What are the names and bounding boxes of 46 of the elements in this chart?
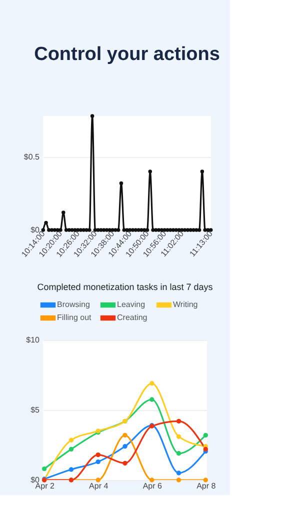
x-tick-label: Apr 4 xyxy=(89,482,109,490)
point xyxy=(203,432,208,438)
chart-title: Control your actions xyxy=(34,44,220,66)
point xyxy=(148,170,152,174)
point xyxy=(42,466,47,472)
point xyxy=(150,478,154,482)
legend-label: Writing xyxy=(173,300,198,309)
y-tick-label: $5 xyxy=(30,406,40,414)
point xyxy=(182,228,187,232)
legend-label: Filling out xyxy=(57,313,92,322)
chart-title: Completed monetization tasks in last 7 days xyxy=(37,282,214,292)
point xyxy=(62,210,66,214)
point xyxy=(150,381,154,386)
line-series xyxy=(41,114,213,232)
point xyxy=(68,446,74,452)
x-tick-label: Apr 2 xyxy=(35,482,55,490)
point xyxy=(122,460,128,466)
point xyxy=(203,478,208,482)
point xyxy=(186,228,190,232)
y-tick-label: $0 xyxy=(30,476,40,484)
point xyxy=(96,452,100,458)
x-tick-label: Apr 8 xyxy=(196,482,216,490)
y-tick-label: $0 xyxy=(30,226,40,234)
point xyxy=(176,418,182,424)
y-tick-label: $0.5 xyxy=(24,152,40,162)
x-tick-label: Apr 6 xyxy=(142,482,162,490)
legend-label: Leaving xyxy=(117,300,146,309)
point xyxy=(176,451,182,456)
point xyxy=(68,467,74,472)
point xyxy=(119,181,124,186)
point xyxy=(90,114,94,118)
point xyxy=(96,478,100,482)
point xyxy=(200,170,204,174)
point xyxy=(96,459,100,464)
legend-label: Creating xyxy=(117,313,148,322)
point xyxy=(44,220,48,225)
point xyxy=(68,438,74,442)
legend-label: Browsing xyxy=(57,300,90,309)
point xyxy=(208,228,213,232)
point xyxy=(176,470,182,476)
point xyxy=(122,444,128,449)
y-tick-label: $10 xyxy=(26,336,40,344)
point xyxy=(176,478,182,482)
point xyxy=(122,432,128,438)
point xyxy=(150,397,154,402)
point xyxy=(176,434,182,439)
